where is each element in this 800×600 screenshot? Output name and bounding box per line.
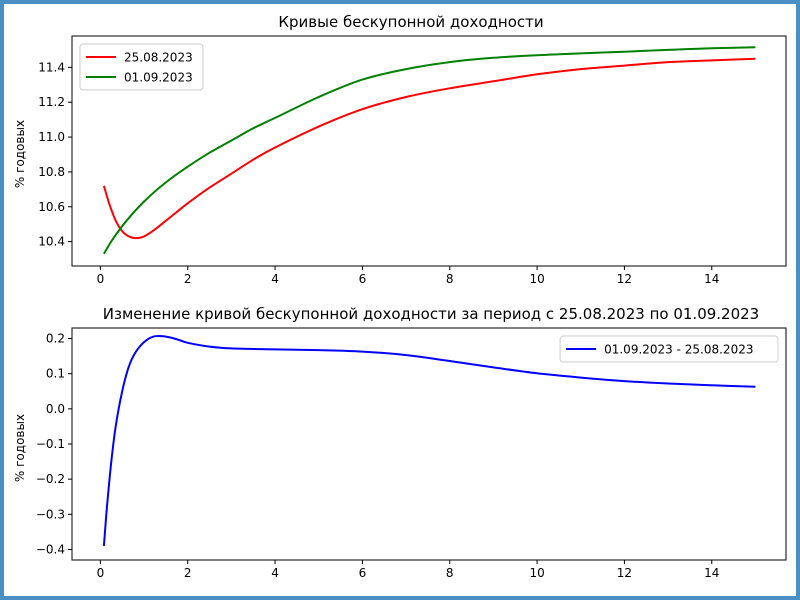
y-tick-label: 11.0 [38,130,65,144]
x-tick-label: 2 [184,272,192,286]
x-tick-label: 8 [446,566,454,580]
x-tick-label: 8 [446,272,454,286]
x-tick-label: 2 [184,566,192,580]
y-tick-label: 11.2 [38,95,65,109]
x-tick-label: 12 [617,566,632,580]
x-tick-label: 14 [704,566,719,580]
top-plot-lines [102,46,756,255]
y-tick-label: 10.8 [38,165,65,179]
x-tick-label: 14 [704,272,719,286]
x-tick-label: 10 [529,272,544,286]
legend-label: 01.09.2023 [124,71,193,85]
x-tick-label: 12 [617,272,632,286]
y-tick-label: −0.2 [36,472,65,486]
bottom-plot-area [71,327,787,561]
bottom-plot-ticks: 0 2 4 6 8 10 12 14 0.2 0.1 0.0 −0.1 −0.2 −0.3 −0.4 [36,332,720,580]
legend-label: 01.09.2023 - 25.08.2023 [604,343,753,357]
y-tick-label: −0.3 [36,507,65,521]
y-tick-label: −0.4 [36,542,65,556]
bottom-plot: Изменение кривой бескупонной доходности … [13,305,787,580]
legend-label: 25.08.2023 [124,51,193,65]
x-tick-label: 0 [97,566,105,580]
x-tick-label: 6 [359,272,367,286]
y-tick-label: 11.4 [38,60,65,74]
x-tick-label: 0 [97,272,105,286]
y-tick-label: 10.4 [38,235,65,249]
legend-box [559,335,779,363]
bottom-plot-legend: 01.09.2023 - 25.08.2023 [559,335,779,363]
bottom-plot-ylabel: % годовых [13,414,27,482]
top-plot-area [71,35,787,267]
series-line [102,335,756,546]
legend-box [79,43,204,91]
figure-svg: Кривые бескупонной доходности % годовых … [13,13,787,580]
bottom-plot-lines [102,335,756,546]
top-plot-ticks: 0 2 4 6 8 10 12 14 10.4 10.6 10.8 11.0 11.2 11.4 [38,60,719,286]
series-line [103,46,756,255]
top-plot-ylabel: % годовых [13,120,27,188]
series-line [102,57,756,240]
x-tick-label: 4 [271,272,279,286]
top-plot-legend: 25.08.2023 01.09.2023 [79,43,204,91]
x-tick-label: 4 [271,566,279,580]
y-tick-label: −0.1 [36,437,65,451]
top-plot: Кривые бескупонной доходности % годовых … [13,13,787,286]
top-plot-title: Кривые бескупонной доходности [278,13,543,31]
y-tick-label: 0.1 [46,367,65,381]
y-tick-label: 0.0 [46,402,65,416]
x-tick-label: 6 [359,566,367,580]
y-tick-label: 10.6 [38,200,65,214]
bottom-plot-title: Изменение кривой бескупонной доходности … [103,305,759,323]
x-tick-label: 10 [529,566,544,580]
y-tick-label: 0.2 [46,332,65,346]
figure-canvas: Кривые бескупонной доходности % годовых … [4,4,796,596]
